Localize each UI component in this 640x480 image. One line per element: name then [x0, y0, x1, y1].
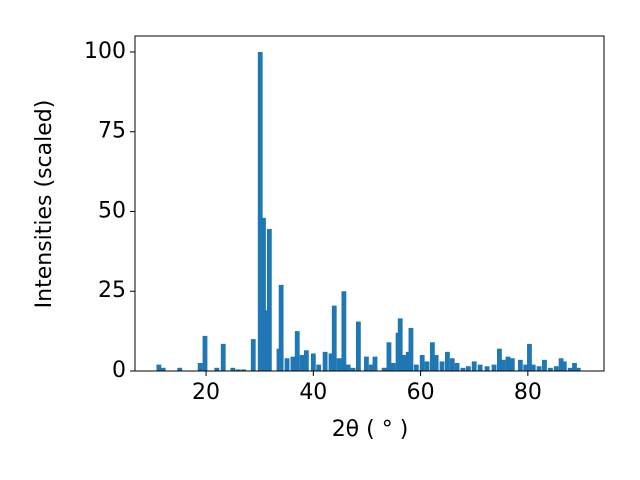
y-tick-label: 25: [98, 278, 126, 303]
bar: [266, 229, 272, 371]
bar: [372, 356, 378, 371]
bar: [328, 353, 334, 371]
y-tick-label: 75: [98, 119, 126, 144]
bar: [220, 343, 226, 371]
bar: [401, 355, 407, 371]
x-tick-label: 40: [299, 380, 327, 405]
bar: [465, 366, 471, 371]
bar: [523, 364, 529, 371]
bar: [235, 369, 241, 371]
x-tick-label: 60: [407, 380, 435, 405]
bar: [413, 364, 419, 371]
bar: [547, 367, 553, 371]
bar: [263, 310, 269, 371]
x-tick-label: 80: [514, 380, 542, 405]
bar: [429, 342, 435, 371]
bar: [509, 358, 515, 371]
bar: [484, 366, 490, 371]
bar: [527, 343, 532, 371]
bar: [345, 364, 351, 371]
bar: [567, 367, 573, 371]
bar: [424, 361, 430, 371]
y-tick-label: 100: [84, 39, 126, 64]
bar: [336, 358, 342, 371]
bar: [364, 356, 369, 371]
bar: [386, 342, 392, 371]
bar: [505, 356, 511, 371]
bar: [284, 358, 290, 371]
x-tick-label: 20: [192, 380, 220, 405]
bar: [517, 359, 523, 371]
bar: [460, 367, 466, 371]
bar: [355, 321, 361, 371]
bar: [299, 355, 305, 371]
bar: [177, 367, 183, 371]
bar: [471, 361, 477, 371]
x-axis-label: 2θ ( ° ): [332, 417, 409, 442]
y-tick-label: 50: [98, 198, 126, 223]
bar: [390, 363, 396, 371]
bar: [381, 367, 387, 371]
bar: [257, 51, 263, 371]
bar: [197, 363, 203, 371]
bar: [241, 369, 247, 371]
bar: [316, 364, 322, 371]
bar: [561, 361, 567, 371]
bar: [572, 363, 577, 371]
bar: [397, 318, 403, 371]
bar: [214, 367, 220, 371]
bar: [230, 367, 236, 371]
bar: [454, 363, 460, 371]
bar: [202, 335, 208, 371]
bar: [368, 364, 374, 371]
bar: [250, 339, 256, 371]
bar: [350, 367, 356, 371]
bar: [444, 351, 450, 371]
y-tick-label: 0: [112, 358, 126, 383]
bar: [405, 351, 411, 371]
bar: [261, 217, 266, 371]
bar: [278, 284, 284, 371]
bar: [419, 355, 425, 371]
plot-frame: [134, 35, 605, 372]
bar: [156, 364, 162, 371]
bar: [575, 367, 581, 371]
bar: [530, 364, 536, 371]
bar: [160, 367, 166, 371]
bar: [449, 358, 455, 371]
bar: [331, 305, 337, 371]
bar: [310, 353, 316, 371]
bar: [558, 358, 564, 371]
bar: [553, 366, 559, 371]
bar: [500, 359, 506, 371]
bar: [290, 356, 296, 371]
bar: [536, 366, 542, 371]
bar: [497, 348, 502, 371]
bar: [477, 364, 483, 371]
bar: [322, 351, 328, 371]
bar: [408, 327, 414, 371]
bar: [341, 291, 347, 371]
bar: [294, 331, 300, 371]
bar: [542, 359, 547, 371]
bar: [303, 350, 309, 371]
bar: [433, 355, 439, 371]
bar: [491, 364, 497, 371]
y-axis-label: Intensities (scaled): [32, 100, 57, 309]
bar: [439, 361, 445, 371]
